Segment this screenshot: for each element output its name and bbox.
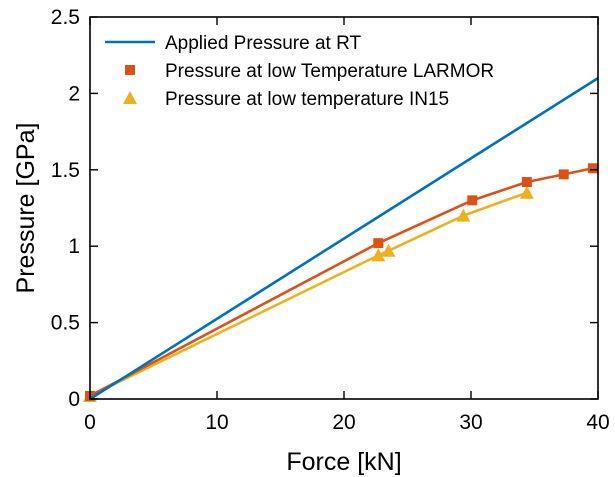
legend-label: Pressure at low Temperature LARMOR	[165, 61, 494, 82]
data-point	[519, 185, 534, 199]
legend-item: Pressure at low temperature IN15	[123, 89, 449, 110]
x-tick-label: 20	[332, 411, 355, 434]
series-0	[89, 77, 599, 401]
legend-label: Applied Pressure at RT	[165, 33, 361, 54]
y-tick-label: 0.5	[51, 312, 80, 335]
data-point	[373, 238, 384, 249]
y-tick-label: 2	[68, 82, 80, 105]
data-point	[558, 169, 569, 180]
y-tick-label: 1.5	[51, 159, 80, 182]
plot-area	[83, 77, 599, 402]
legend-label: Pressure at low temperature IN15	[165, 89, 449, 110]
series-line	[89, 166, 594, 398]
legend-item: Applied Pressure at RT	[105, 33, 361, 54]
legend-swatch-marker	[123, 91, 137, 104]
data-point	[521, 177, 532, 188]
x-tick-label: 0	[84, 411, 96, 434]
series-2	[83, 185, 534, 402]
series-line	[89, 191, 528, 398]
legend-item: Pressure at low Temperature LARMOR	[125, 61, 494, 82]
series-1	[85, 163, 598, 401]
legend-swatch-marker	[125, 65, 135, 75]
data-point	[371, 248, 386, 262]
x-tick-label: 30	[459, 411, 482, 434]
series-line	[89, 77, 599, 401]
data-point	[587, 163, 598, 174]
x-tick-label: 40	[586, 411, 609, 434]
y-tick-label: 2.5	[51, 6, 80, 29]
axis-ticks: 0 10 20 30 40 0 0.5 1 1.5 2 2.5	[51, 6, 610, 434]
plot-frame	[89, 16, 599, 400]
y-axis-label: Pressure [GPa]	[12, 123, 40, 294]
data-point	[467, 195, 478, 206]
y-tick-label: 0	[68, 388, 80, 411]
legend: Applied Pressure at RT Pressure at low Te…	[105, 33, 494, 110]
y-tick-label: 1	[68, 235, 80, 258]
data-point	[381, 243, 396, 257]
x-tick-label: 10	[205, 411, 228, 434]
x-axis-label: Force [kN]	[286, 448, 401, 476]
data-point	[456, 208, 471, 222]
